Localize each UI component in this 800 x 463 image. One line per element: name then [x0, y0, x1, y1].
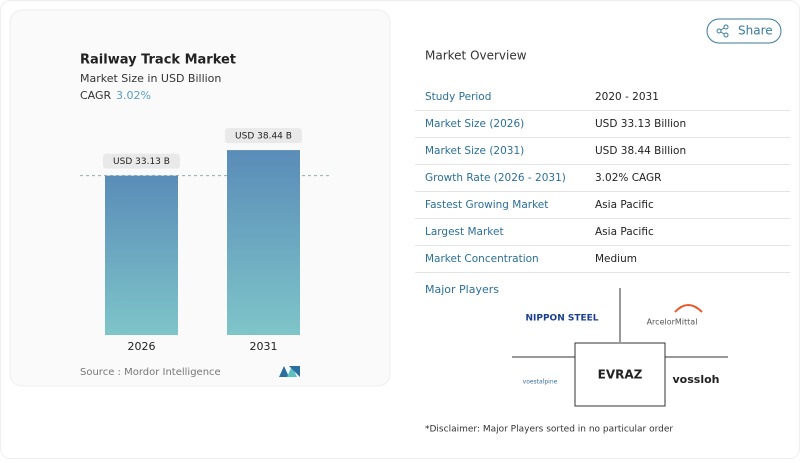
- row-label: Fastest Growing Market: [425, 199, 548, 211]
- share-label[interactable]: Share: [738, 24, 773, 38]
- brand-logo: [279, 366, 300, 377]
- row-label: Market Size (2031): [425, 145, 524, 157]
- overview-table: Study Period 2020 - 2031 Market Size (2026…: [415, 91, 790, 273]
- row-value: USD 33.13 Billion: [595, 118, 686, 130]
- row-value: USD 38.44 Billion: [595, 145, 686, 157]
- overview-title: Market Overview: [425, 49, 527, 63]
- value-label-bg: [225, 128, 302, 144]
- row-label: Study Period: [425, 91, 491, 103]
- players-title: Major Players: [425, 283, 499, 296]
- bars: USD 33.13 B 2026 USD 38.44 B 2031: [80, 128, 330, 353]
- bar: [227, 150, 300, 335]
- value-label: USD 38.44 B: [235, 132, 292, 142]
- value-label: USD 33.13 B: [113, 157, 170, 167]
- value-label-bg: [103, 153, 180, 169]
- share-icon: [716, 24, 729, 38]
- row-label: Largest Market: [425, 226, 504, 238]
- row-value: Medium: [595, 253, 637, 265]
- row-value: 3.02% CAGR: [595, 172, 661, 184]
- row-label: Market Size (2026): [425, 118, 524, 130]
- row-label: Market Concentration: [425, 253, 539, 265]
- player-logo: voestalpine: [523, 379, 558, 386]
- arcelor-arc: [674, 304, 703, 313]
- player-logo: EVRAZ: [598, 368, 643, 382]
- row-value: Asia Pacific: [595, 226, 654, 238]
- player-logo: NIPPON STEEL: [525, 314, 598, 324]
- x-tick-label: 2026: [128, 340, 156, 353]
- source: Source : Mordor Intelligence: [80, 367, 221, 378]
- disclaimer: *Disclaimer: Major Players sorted in no …: [425, 425, 673, 435]
- bar: [105, 175, 178, 335]
- row-value: Asia Pacific: [595, 199, 654, 211]
- row-value: 2020 - 2031: [595, 91, 659, 103]
- chart-title: Railway Track Market: [80, 53, 236, 68]
- cagr-value: 3.02%: [116, 89, 151, 102]
- player-logo: vossloh: [673, 373, 720, 386]
- players-grid: [512, 288, 728, 407]
- x-tick-label: 2031: [250, 340, 278, 353]
- cagr-label: CAGR: [80, 89, 112, 102]
- row-label: Growth Rate (2026 - 2031): [425, 172, 566, 184]
- chart-subtitle: Market Size in USD Billion: [80, 72, 221, 85]
- player-logo: ArcelorMittal: [647, 318, 698, 327]
